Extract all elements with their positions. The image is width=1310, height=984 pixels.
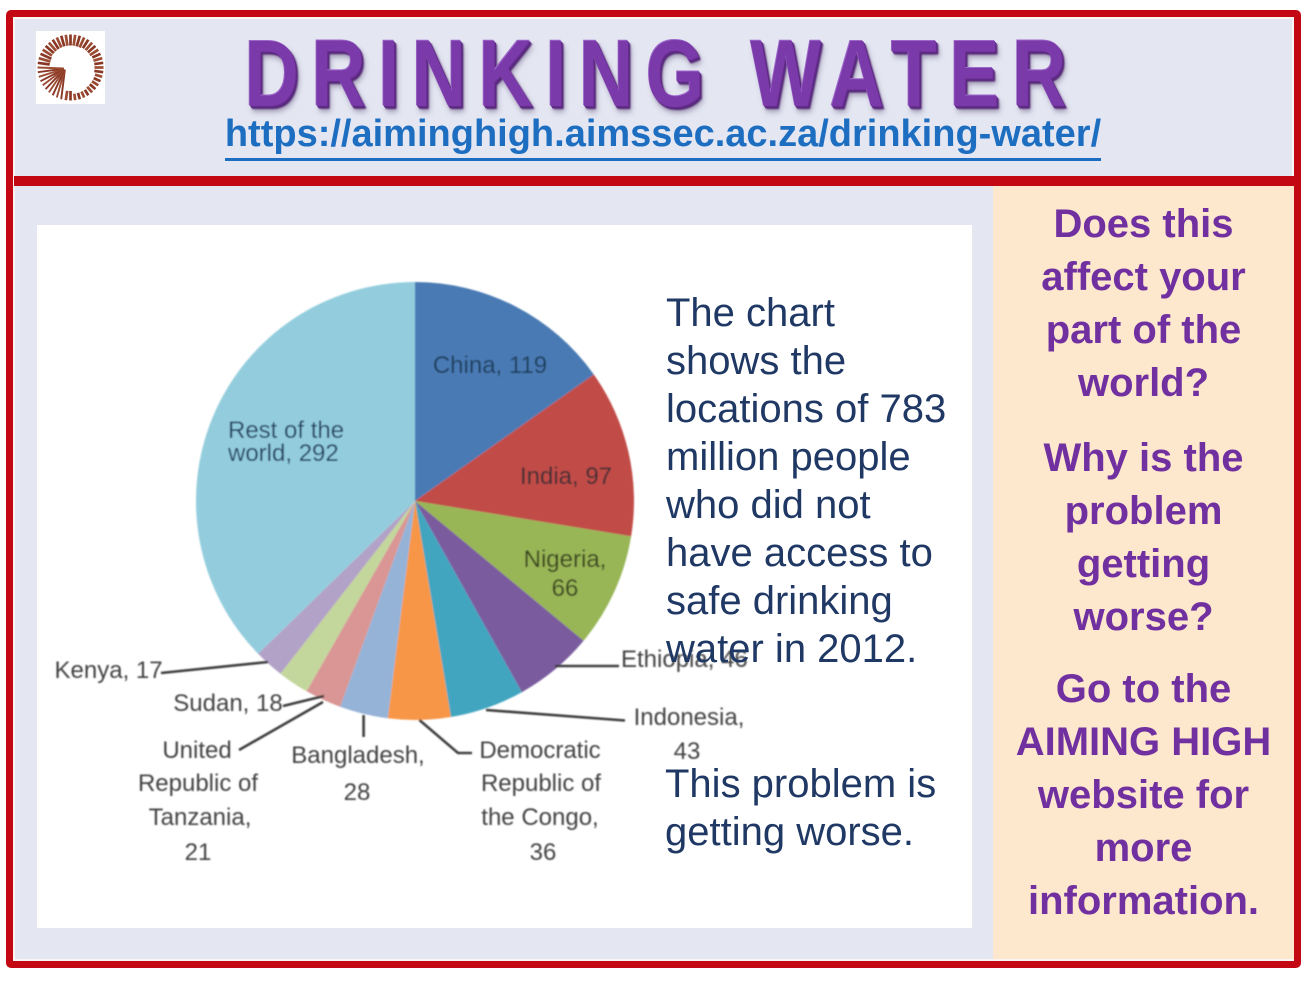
svg-text:Kenya, 17: Kenya, 17 <box>55 657 163 684</box>
svg-text:Tanzania,: Tanzania, <box>149 804 252 831</box>
svg-text:36: 36 <box>530 839 557 866</box>
svg-text:United: United <box>162 737 231 764</box>
svg-text:21: 21 <box>185 839 212 866</box>
svg-text:66: 66 <box>552 575 579 602</box>
svg-text:China, 119: China, 119 <box>433 352 547 379</box>
svg-text:Republic of: Republic of <box>481 770 601 797</box>
svg-text:Rest of the: Rest of the <box>228 417 344 444</box>
svg-text:28: 28 <box>344 779 371 806</box>
svg-text:Nigeria,: Nigeria, <box>524 546 607 573</box>
svg-text:Sudan, 18: Sudan, 18 <box>173 690 282 717</box>
svg-text:Indonesia,: Indonesia, <box>634 704 745 731</box>
svg-text:the Congo,: the Congo, <box>481 804 598 831</box>
svg-text:India, 97: India, 97 <box>520 463 612 490</box>
svg-text:Ethiopia, 46: Ethiopia, 46 <box>621 646 748 673</box>
svg-text:Democratic: Democratic <box>479 737 600 764</box>
svg-text:Republic of: Republic of <box>138 770 258 797</box>
svg-text:world, 292: world, 292 <box>227 440 339 467</box>
svg-text:Bangladesh,: Bangladesh, <box>291 742 424 769</box>
svg-text:43: 43 <box>674 738 701 765</box>
